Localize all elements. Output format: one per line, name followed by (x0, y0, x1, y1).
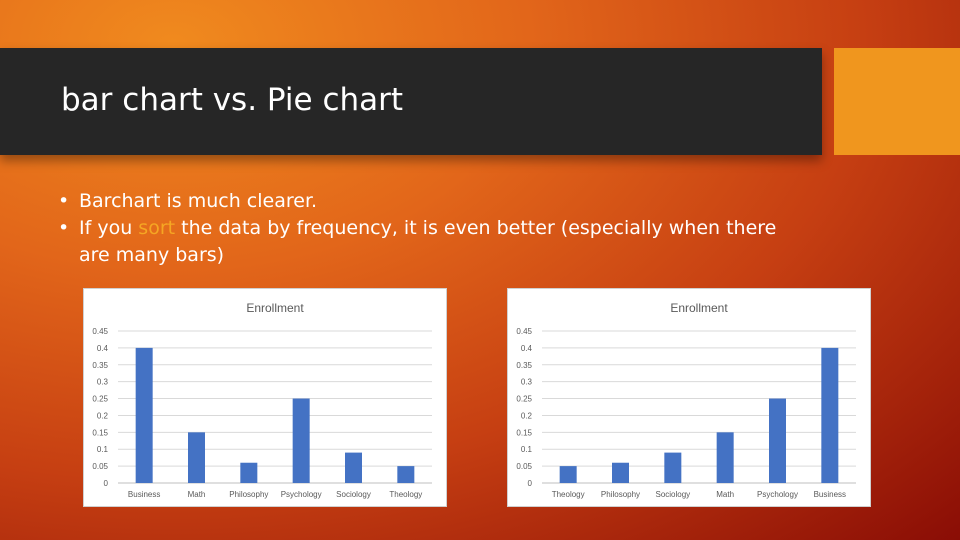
y-tick-label: 0.05 (92, 462, 108, 471)
y-tick-label: 0.2 (97, 411, 109, 420)
y-tick-label: 0.25 (92, 395, 108, 404)
y-tick-label: 0.1 (97, 445, 109, 454)
y-tick-label: 0.4 (97, 344, 109, 353)
bar (397, 466, 415, 483)
bar (240, 462, 258, 483)
x-tick-label: Psychology (757, 490, 798, 499)
x-tick-label: Business (128, 490, 160, 499)
y-tick-label: 0 (528, 479, 533, 488)
slide-title: bar chart vs. Pie chart (61, 82, 404, 118)
highlight-word: sort (138, 217, 176, 239)
y-tick-label: 0.2 (521, 411, 533, 420)
title-band (0, 48, 822, 155)
chart-svg: Enrollment 0 0.05 0.1 0.15 0.2 0.25 0.3 0.35 0.4 0… (516, 301, 856, 499)
bar (769, 398, 786, 483)
x-tick-label: Business (814, 490, 846, 499)
bullet-text-after: the data by frequency, it is even better… (79, 217, 777, 266)
bullet-list: • Barchart is much clearer. • If you sor… (58, 188, 778, 269)
unsorted-bar-chart: Enrollment 0 0.05 0.1 0.15 0.2 0.25 0.3 0.35 0.4 0… (83, 288, 447, 507)
x-tick-label: Sociology (655, 490, 690, 499)
y-tick-label: 0.15 (92, 428, 108, 437)
bullet-text: If you sort the data by frequency, it is… (79, 215, 778, 269)
bullet-text-before: If you (79, 217, 139, 239)
x-tick-label: Philosophy (601, 490, 640, 499)
y-tick-label: 0.1 (521, 445, 533, 454)
y-tick-label: 0.45 (516, 327, 532, 336)
y-tick-label: 0.05 (516, 462, 532, 471)
x-tick-label: Sociology (336, 490, 371, 499)
x-tick-label: Psychology (281, 490, 322, 499)
y-tick-label: 0.35 (92, 361, 108, 370)
y-tick-label: 0.3 (97, 378, 109, 387)
chart-svg: Enrollment 0 0.05 0.1 0.15 0.2 0.25 0.3 0.35 0.4 0… (92, 301, 432, 499)
bullet-text: Barchart is much clearer. (79, 190, 318, 212)
bar (716, 432, 734, 483)
y-tick-label: 0.25 (516, 395, 532, 404)
bar (292, 398, 310, 483)
x-tick-label: Philosophy (229, 490, 268, 499)
y-tick-label: 0.45 (92, 327, 108, 336)
y-tick-label: 0.35 (516, 361, 532, 370)
x-tick-label: Math (716, 490, 734, 499)
y-tick-label: 0.3 (521, 378, 533, 387)
chart-title: Enrollment (246, 301, 304, 315)
chart-title: Enrollment (670, 301, 728, 315)
bar (664, 452, 682, 483)
x-tick-label: Theology (389, 490, 422, 499)
bar (612, 462, 629, 483)
y-tick-label: 0.15 (516, 428, 532, 437)
bullet-item: • If you sort the data by frequency, it … (58, 215, 778, 269)
bar (559, 466, 577, 483)
y-tick-label: 0 (104, 479, 109, 488)
bar (135, 347, 153, 483)
y-tick-label: 0.4 (521, 344, 533, 353)
bullet-dot: • (58, 190, 70, 212)
bar (345, 452, 362, 483)
accent-box (834, 48, 960, 155)
bullet-dot: • (58, 217, 70, 239)
bar (188, 432, 205, 483)
sorted-bar-chart: Enrollment 0 0.05 0.1 0.15 0.2 0.25 0.3 0.35 0.4 0… (507, 288, 871, 507)
bullet-item: • Barchart is much clearer. (58, 188, 778, 215)
x-tick-label: Theology (552, 490, 585, 499)
bar (821, 347, 839, 483)
x-tick-label: Math (188, 490, 206, 499)
